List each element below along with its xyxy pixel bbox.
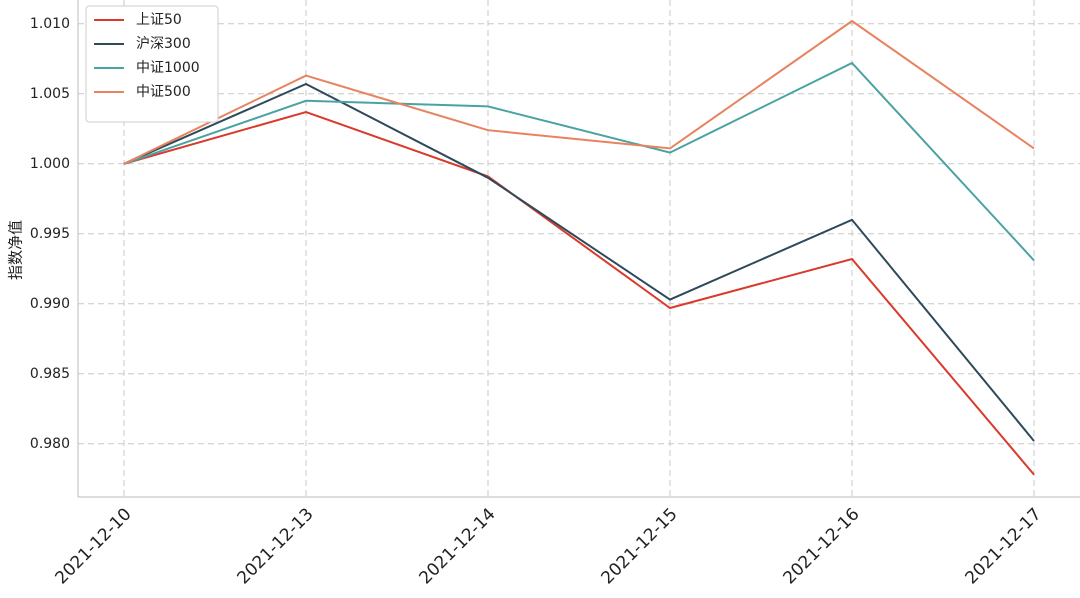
legend-label: 中证500 <box>136 84 191 100</box>
y-tick-label: 1.000 <box>30 156 70 172</box>
series-line <box>123 61 1035 262</box>
series-line <box>123 19 1035 165</box>
y-tick-label: 0.980 <box>30 436 70 452</box>
legend-label: 沪深300 <box>136 36 191 52</box>
y-tick-label: 0.990 <box>30 296 70 312</box>
x-tick-label: 2021-12-10 <box>52 504 136 588</box>
x-tick-label: 2021-12-14 <box>416 504 500 588</box>
series-line <box>123 110 1035 476</box>
x-tick-label: 2021-12-15 <box>598 504 682 588</box>
series-line <box>123 82 1035 442</box>
y-tick-label: 0.985 <box>30 366 70 382</box>
x-tick-label: 2021-12-16 <box>780 504 864 588</box>
legend-label: 中证1000 <box>136 60 200 76</box>
y-tick-label: 1.005 <box>30 86 70 102</box>
y-tick-label: 0.995 <box>30 226 70 242</box>
y-tick-label: 1.010 <box>30 16 70 32</box>
x-tick-label: 2021-12-17 <box>962 504 1046 588</box>
y-axis-label: 指数净值 <box>7 220 25 280</box>
x-tick-label: 2021-12-13 <box>234 504 318 588</box>
legend-label: 上证50 <box>136 12 182 28</box>
